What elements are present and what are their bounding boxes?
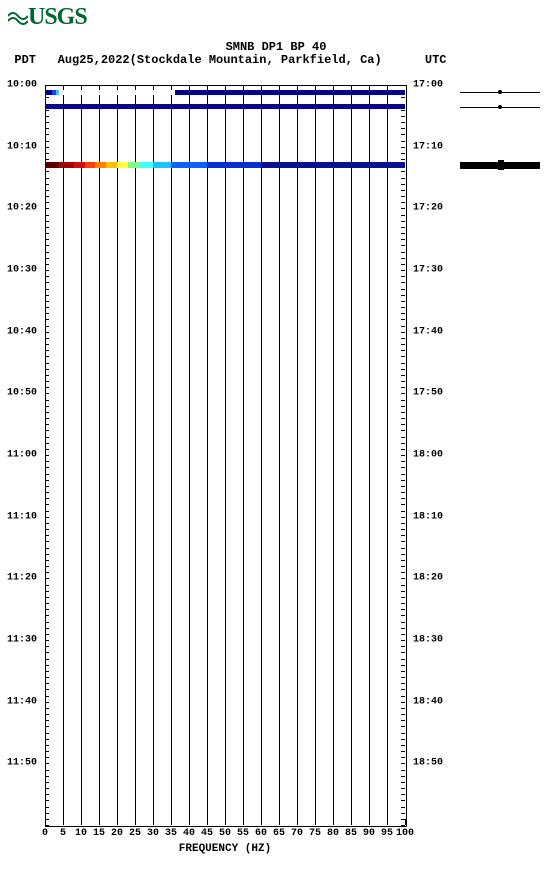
x-tick-label: 60 bbox=[255, 828, 267, 839]
x-tick-label: 50 bbox=[219, 828, 231, 839]
spectrogram-plot: 0510152025303540455055606570758085909510… bbox=[45, 85, 405, 825]
x-tick-label: 95 bbox=[381, 828, 393, 839]
y-left-tick-label: 11:00 bbox=[7, 450, 37, 461]
date-label: Aug25,2022 bbox=[58, 53, 130, 67]
y-left-tick-label: 10:40 bbox=[7, 326, 37, 337]
y-right-tick-label: 17:40 bbox=[413, 326, 443, 337]
spectrogram-event bbox=[45, 104, 405, 109]
y-right-tick-label: 18:10 bbox=[413, 511, 443, 522]
x-tick-label: 40 bbox=[183, 828, 195, 839]
x-tick-label: 70 bbox=[291, 828, 303, 839]
y-right-tick-label: 18:20 bbox=[413, 573, 443, 584]
y-right-tick-label: 17:50 bbox=[413, 388, 443, 399]
x-tick-label: 25 bbox=[129, 828, 141, 839]
x-tick-label: 85 bbox=[345, 828, 357, 839]
x-tick-label: 80 bbox=[327, 828, 339, 839]
x-tick-label: 20 bbox=[111, 828, 123, 839]
x-tick-label: 30 bbox=[147, 828, 159, 839]
chart-subtitle: PDT Aug25,2022(Stockdale Mountain, Parkf… bbox=[0, 53, 552, 67]
y-right-tick-label: 18:50 bbox=[413, 758, 443, 769]
y-left-tick-label: 10:20 bbox=[7, 203, 37, 214]
x-tick-label: 90 bbox=[363, 828, 375, 839]
left-tz: PDT bbox=[14, 53, 36, 67]
x-tick-label: 75 bbox=[309, 828, 321, 839]
x-tick-label: 5 bbox=[60, 828, 66, 839]
right-tz: UTC bbox=[425, 53, 447, 67]
x-tick-label: 0 bbox=[42, 828, 48, 839]
y-left-tick-label: 11:10 bbox=[7, 511, 37, 522]
spectrogram-event bbox=[45, 90, 405, 95]
y-right-tick-label: 18:00 bbox=[413, 450, 443, 461]
x-tick-label: 10 bbox=[75, 828, 87, 839]
x-tick-label: 65 bbox=[273, 828, 285, 839]
spectrogram-event bbox=[45, 162, 405, 168]
y-right-tick-label: 17:20 bbox=[413, 203, 443, 214]
y-left-tick-label: 10:30 bbox=[7, 265, 37, 276]
y-left-tick-label: 10:10 bbox=[7, 141, 37, 152]
usgs-logo-text: USGS bbox=[28, 4, 87, 30]
y-left-tick-label: 11:40 bbox=[7, 696, 37, 707]
y-right-tick-label: 17:10 bbox=[413, 141, 443, 152]
location-label: (Stockdale Mountain, Parkfield, Ca) bbox=[130, 53, 382, 67]
chart-title: SMNB DP1 BP 40 bbox=[0, 40, 552, 54]
x-axis-label: FREQUENCY (HZ) bbox=[45, 843, 405, 855]
y-left-tick-label: 11:30 bbox=[7, 635, 37, 646]
usgs-logo: USGS bbox=[8, 4, 87, 31]
x-tick-label: 45 bbox=[201, 828, 213, 839]
x-tick-label: 100 bbox=[396, 828, 414, 839]
x-tick-label: 55 bbox=[237, 828, 249, 839]
y-right-tick-label: 18:40 bbox=[413, 696, 443, 707]
y-left-tick-label: 11:20 bbox=[7, 573, 37, 584]
x-tick-label: 35 bbox=[165, 828, 177, 839]
y-right-tick-label: 17:00 bbox=[413, 80, 443, 91]
y-right-tick-label: 18:30 bbox=[413, 635, 443, 646]
x-tick-label: 15 bbox=[93, 828, 105, 839]
y-left-tick-label: 11:50 bbox=[7, 758, 37, 769]
y-left-tick-label: 10:00 bbox=[7, 80, 37, 91]
y-left-tick-label: 10:50 bbox=[7, 388, 37, 399]
y-right-tick-label: 17:30 bbox=[413, 265, 443, 276]
